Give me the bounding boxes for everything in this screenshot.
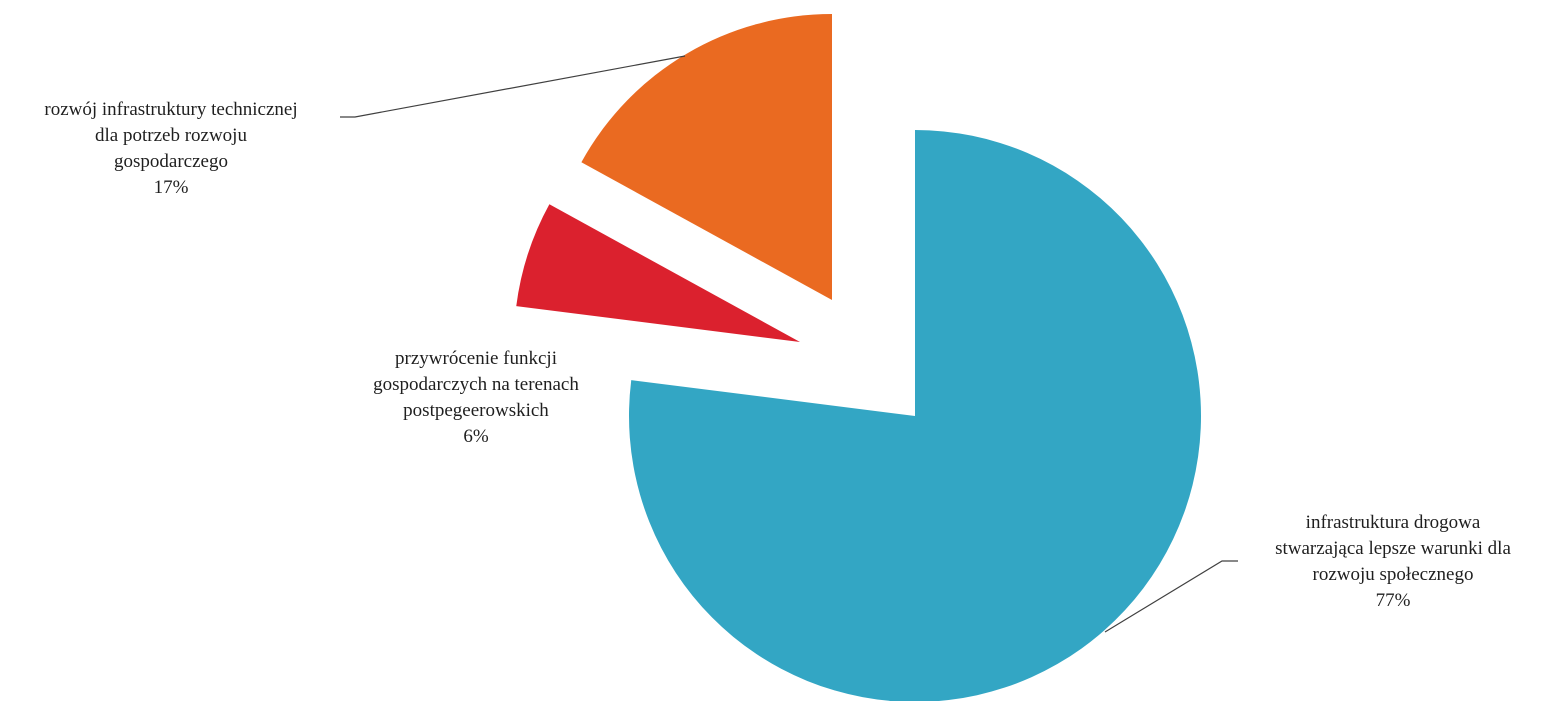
leader-line-3 (340, 55, 686, 118)
slice-label-1: infrastruktura drogowa stwarzająca lepsze… (1275, 512, 1511, 611)
slice-label-line: postpegeerowskich (403, 400, 549, 421)
pie-slice-2 (516, 204, 800, 342)
slice-label-3: rozwój infrastruktury technicznej dla pot… (44, 99, 297, 198)
slice-label-line: rozwój infrastruktury technicznej (44, 99, 297, 120)
leader-line-1 (1104, 560, 1238, 633)
pie-slice-1 (629, 130, 1201, 701)
slices-group (516, 14, 1201, 701)
leader-lines-group (340, 55, 1238, 633)
labels-group: infrastruktura drogowa stwarzająca lepsze… (44, 99, 1511, 611)
pie-slice-3 (581, 14, 832, 300)
slice-percent-3: 17% (154, 177, 189, 198)
slice-label-line: gospodarczych na terenach (373, 374, 579, 395)
slice-percent-2: 6% (463, 426, 489, 447)
slice-label-line: gospodarczego (114, 151, 228, 172)
slice-label-line: infrastruktura drogowa (1306, 512, 1481, 533)
slice-label-line: dla potrzeb rozwoju (95, 125, 247, 146)
slice-label-line: stwarzająca lepsze warunki dla (1275, 538, 1511, 559)
slice-percent-1: 77% (1376, 590, 1411, 611)
slice-label-line: przywrócenie funkcji (395, 348, 557, 369)
slice-label-2: przywrócenie funkcji gospodarczych na ter… (373, 348, 579, 447)
slice-label-line: rozwoju społecznego (1313, 564, 1474, 585)
